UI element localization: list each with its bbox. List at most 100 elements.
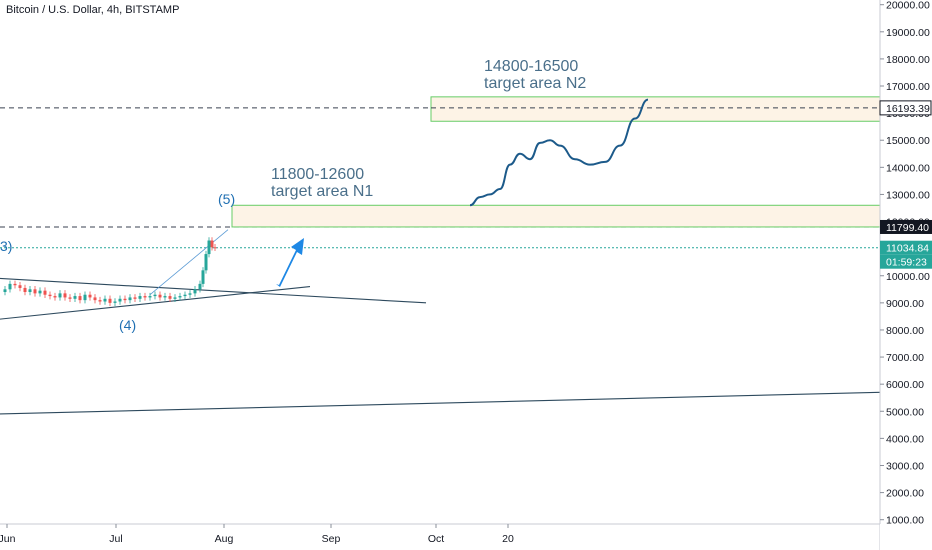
trendline-3 — [0, 391, 881, 415]
target-n2-label: target area N2 — [484, 75, 587, 92]
wave-4-label: (4) — [119, 317, 137, 333]
price-tag-n1: 11799.40 — [886, 222, 929, 234]
candle-body — [163, 296, 167, 298]
price-tick-label: 17000.00 — [886, 81, 930, 93]
price-axis: 1000.00 2000.00 3000.00 4000.00 5000.00 6000.… — [879, 0, 930, 550]
up-arrow — [276, 238, 304, 287]
wave-5-label: (5) — [218, 191, 236, 207]
target-zone-n1 — [231, 204, 881, 228]
candle-body — [88, 294, 92, 298]
price-tick-label: 15000.00 — [886, 135, 930, 147]
projection-curve — [469, 98, 649, 207]
price-tag-n2-border — [879, 100, 932, 116]
candle-body — [153, 294, 157, 297]
price-tick-label: 9000.00 — [886, 298, 924, 310]
time-tick-label: Sep — [322, 533, 341, 545]
price-tick-label: 7000.00 — [886, 352, 924, 364]
candle-body — [8, 283, 12, 290]
candles — [3, 237, 217, 307]
price-tick-label: 1000.00 — [886, 515, 924, 527]
price-tick-label: 8000.00 — [886, 325, 924, 337]
candle-body — [13, 283, 17, 286]
candle-body — [207, 240, 211, 255]
candle-body — [148, 296, 152, 298]
price-tick-label: 5000.00 — [886, 406, 924, 418]
price-tags: 16193.39 11799.40 11034.84 01:59:23 — [879, 100, 932, 269]
price-tick-label: 14000.00 — [886, 162, 930, 174]
candle-body — [23, 287, 27, 293]
candle-body — [103, 298, 107, 302]
candle-body — [113, 301, 117, 303]
trendline-1 — [0, 277, 427, 304]
candle-body — [43, 290, 47, 295]
candle-body — [178, 296, 182, 298]
candle-body — [133, 297, 137, 299]
trendlines — [0, 229, 881, 415]
candle-body — [201, 270, 205, 284]
candle-body — [28, 289, 32, 293]
price-tag-last: 11034.84 — [886, 243, 929, 255]
candle-body — [68, 297, 72, 299]
price-tick-label: 6000.00 — [886, 379, 924, 391]
target-zone-n2 — [430, 96, 881, 122]
candle-body — [173, 297, 177, 299]
arrow — [276, 238, 304, 287]
price-tick-label: 13000.00 — [886, 189, 930, 201]
candle-body — [138, 296, 142, 299]
candle-body — [58, 293, 62, 298]
time-tick-label: Jul — [109, 533, 122, 545]
candle-body — [210, 240, 214, 248]
time-tick-label: Jun — [0, 533, 16, 545]
trendline-2 — [0, 286, 311, 320]
candle-body — [3, 289, 7, 293]
axis-corner — [880, 524, 932, 550]
candle-body — [198, 283, 202, 290]
time-tick-label: Aug — [215, 533, 234, 545]
target-n1-label: target area N1 — [271, 183, 374, 200]
candle-body — [48, 294, 52, 297]
price-tick-label: 10000.00 — [886, 271, 930, 283]
candle-body — [83, 294, 87, 301]
candle-body — [168, 296, 172, 299]
candle-body — [188, 293, 192, 295]
target-n2-range: 14800-16500 — [484, 58, 579, 75]
price-tag-countdown: 01:59:23 — [886, 257, 927, 269]
candle-body — [18, 285, 22, 288]
candle-body — [213, 247, 217, 249]
target-n1-range: 11800-12600 — [271, 166, 365, 183]
candle-body — [73, 296, 77, 299]
price-tick-label: 2000.00 — [886, 488, 924, 500]
candle-body — [183, 294, 187, 297]
wave-3-label: 3) — [0, 238, 13, 254]
target-zones — [231, 96, 881, 228]
candle-body — [123, 298, 127, 301]
candle-body — [93, 297, 97, 301]
candle-body — [63, 293, 67, 298]
candle-body — [158, 294, 162, 298]
time-axis: Jun Jul Aug Sep Oct 20 — [0, 523, 932, 550]
time-tick-label: 20 — [502, 533, 514, 545]
price-tag-last-bg — [880, 240, 932, 255]
candle-body — [78, 296, 82, 301]
price-tag-countdown-bg — [880, 254, 932, 269]
trendline-4 — [149, 229, 229, 296]
price-tag-n2: 16193.39 — [886, 103, 930, 115]
candle-body — [53, 296, 57, 298]
price-tag-n2-bg — [880, 100, 932, 115]
time-tick-label: Oct — [428, 533, 444, 545]
candle-body — [38, 290, 42, 294]
price-tick-label: 19000.00 — [886, 27, 930, 39]
candle-body — [118, 298, 122, 302]
candle-body — [193, 289, 197, 294]
price-tick-label: 3000.00 — [886, 460, 924, 472]
price-tick-label: 20000.00 — [886, 0, 930, 12]
chart-title: Bitcoin / U.S. Dollar, 4h, BITSTAMP — [6, 4, 180, 16]
candle-body — [33, 289, 37, 294]
candle-body — [143, 296, 147, 298]
candle-body — [204, 254, 208, 271]
price-tick-label: 4000.00 — [886, 433, 924, 445]
price-tag-n1-bg — [880, 219, 932, 234]
candle-body — [128, 297, 132, 301]
candle-body — [108, 298, 112, 303]
